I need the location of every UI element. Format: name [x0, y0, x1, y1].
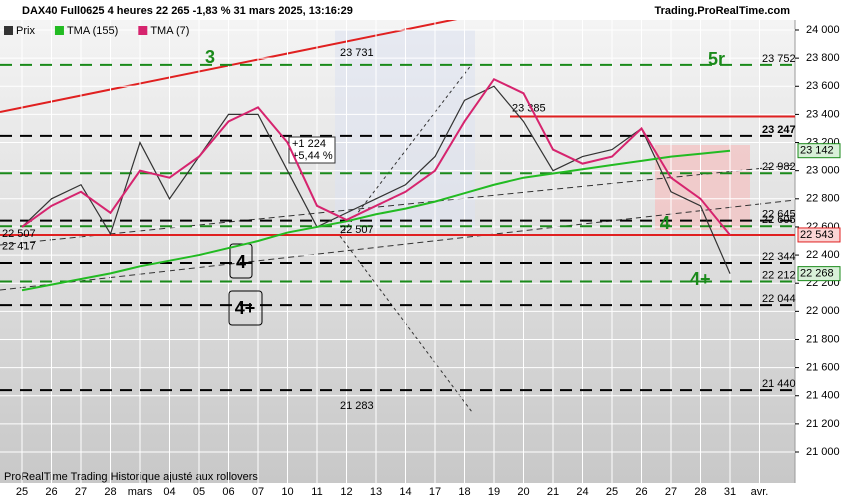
x-tick-label: 12: [340, 486, 352, 498]
level-label: 22 543: [800, 229, 834, 241]
y-tick-label: 22 400: [806, 249, 840, 261]
x-tick-label: 18: [458, 486, 470, 498]
y-tick-label: 21 600: [806, 362, 840, 374]
x-tick-label: 24: [576, 486, 588, 498]
annotation: +1 224: [292, 138, 326, 150]
legend-label: TMA (7): [150, 25, 189, 37]
annotation-box: [288, 136, 336, 164]
header-bar: [0, 0, 850, 20]
x-tick-label: 07: [252, 486, 264, 498]
y-tick-label: 21 800: [806, 333, 840, 345]
series-line: [21, 149, 731, 292]
legend-swatch: [138, 26, 148, 35]
x-tick-label: 19: [488, 486, 500, 498]
x-tick-label: 21: [547, 486, 559, 498]
y-tick-label: 21 200: [806, 418, 840, 430]
x-tick-label: 11: [311, 486, 322, 498]
y-tick-label: 22 800: [806, 193, 840, 205]
x-tick-label: 20: [517, 486, 529, 498]
level-label: 22 212: [762, 269, 796, 281]
level-label: 23 385: [512, 102, 546, 114]
legend: Prix TMA (155) TMA (7): [4, 25, 189, 37]
y-tick-label: 21 400: [806, 390, 840, 402]
annotation: 4+: [235, 298, 256, 318]
level-tag: [797, 227, 841, 243]
annotation-box: [228, 290, 263, 326]
annotation: +5,44 %: [292, 150, 333, 162]
x-tick-label: 17: [429, 486, 441, 498]
trend-line: [0, 199, 796, 291]
level-label: 22 982: [762, 161, 796, 173]
level-label: 23 247: [762, 124, 796, 136]
y-tick-label: 23 000: [806, 165, 840, 177]
level-label: 22 605: [762, 214, 796, 226]
price-tag: [797, 266, 841, 282]
series-line: [21, 77, 731, 236]
price-tag: [797, 143, 841, 159]
x-tick-label: 28: [104, 486, 116, 498]
x-tick-label: 04: [163, 486, 175, 498]
x-tick-label: 13: [370, 486, 382, 498]
left-tag-label: 22 417: [2, 241, 36, 253]
y-tick-label: 22 000: [806, 305, 840, 317]
title: DAX40 Full0625 4 heures 22 265 -1,83 % 3…: [22, 5, 353, 17]
legend-swatch: [4, 26, 13, 35]
legend-label: TMA (155): [67, 25, 118, 37]
x-tick-label: 27: [75, 486, 87, 498]
legend-label: Prix: [16, 25, 35, 37]
left-tag-label: 22 507: [2, 228, 36, 240]
annotation: 21 283: [340, 400, 374, 412]
x-tick-label: 25: [606, 486, 618, 498]
footer: ProRealTime Trading Historique ajusté au…: [4, 471, 258, 483]
x-tick-label: 10: [281, 486, 293, 498]
x-tick-label: 25: [16, 486, 28, 498]
annotation: 4: [660, 213, 670, 233]
x-tick-label: 05: [193, 486, 205, 498]
annotation: 4: [236, 252, 246, 272]
y-tick-label: 21 000: [806, 446, 840, 458]
x-tick-label: 31: [724, 486, 736, 498]
x-tick-label: 28: [694, 486, 706, 498]
series-line: [21, 85, 731, 274]
x-tick-label: 14: [399, 486, 411, 498]
y-tick-label: 23 800: [806, 52, 840, 64]
y-tick-label: 23 600: [806, 80, 840, 92]
x-tick-label: 26: [45, 486, 57, 498]
y-tick-label: 23 400: [806, 108, 840, 120]
level-label: 22 044: [762, 293, 796, 305]
trend-line: [0, 164, 796, 246]
x-tick-label: mars: [128, 486, 153, 498]
level-label: 22 645: [762, 209, 796, 221]
site: Trading.ProRealTime.com: [654, 5, 790, 17]
y-tick-label: 24 000: [806, 24, 840, 36]
level-label: 21 440: [762, 378, 796, 390]
annotation: 4+: [690, 269, 711, 289]
x-tick-label: 26: [635, 486, 647, 498]
level-label: 22 344: [762, 251, 796, 263]
price-tag-label: 23 142: [800, 145, 834, 157]
annotation: 3: [205, 47, 215, 67]
annotation-box: [229, 243, 253, 279]
annotation: 5r: [708, 49, 725, 69]
level-label: 23 752: [762, 53, 796, 65]
annotation: 22 507: [340, 224, 374, 236]
annotation: 23 731: [340, 47, 374, 59]
x-tick-label: 27: [665, 486, 677, 498]
x-tick-label: avr.: [751, 486, 769, 498]
price-tag-label: 22 268: [800, 268, 834, 280]
x-tick-label: 06: [222, 486, 234, 498]
legend-swatch: [54, 26, 64, 35]
